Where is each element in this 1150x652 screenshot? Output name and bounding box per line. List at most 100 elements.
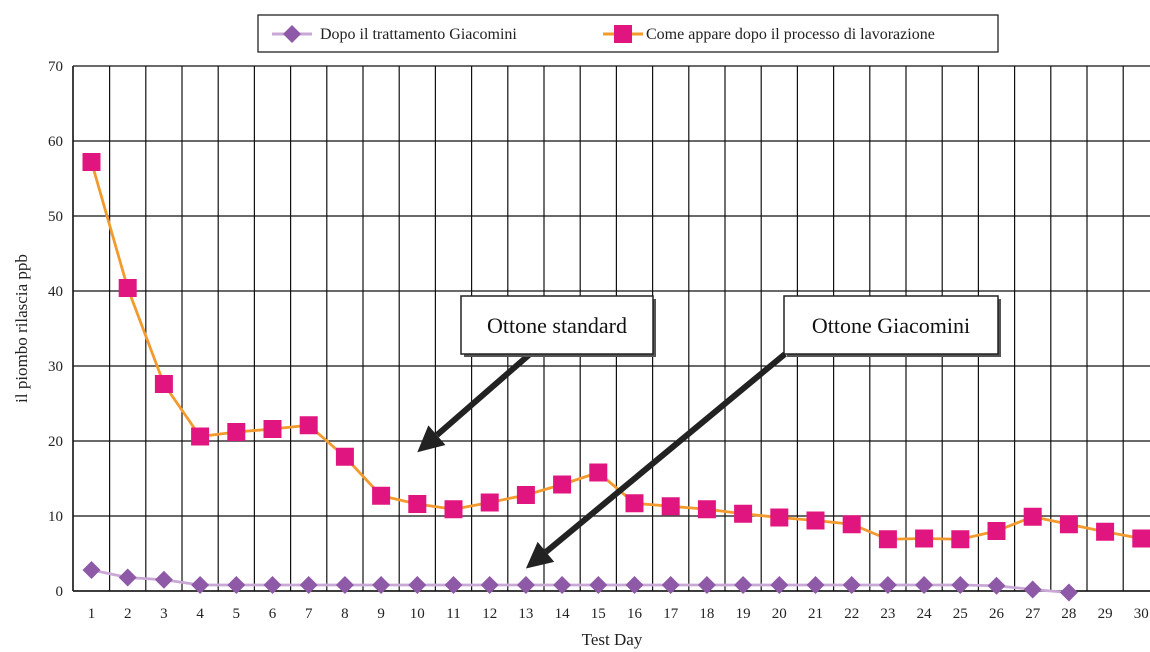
- y-tick-label: 70: [48, 59, 63, 75]
- data-point: [625, 494, 644, 513]
- data-point: [878, 530, 897, 549]
- data-point: [987, 522, 1006, 540]
- arrow-shaft: [544, 351, 787, 555]
- y-tick-label: 50: [48, 209, 63, 225]
- data-point: [806, 511, 825, 530]
- x-tick-label: 4: [196, 606, 204, 622]
- x-tick-label: 12: [482, 606, 497, 622]
- series-standard-processed: [82, 153, 1150, 549]
- data-point: [915, 576, 934, 594]
- data-point: [227, 576, 246, 594]
- x-axis-title: Test Day: [582, 630, 643, 649]
- x-tick-label: 28: [1061, 606, 1076, 622]
- data-point: [1096, 522, 1115, 541]
- data-point: [842, 515, 861, 534]
- data-point: [1059, 515, 1078, 534]
- x-tick-label: 2: [124, 606, 132, 622]
- data-point: [516, 576, 535, 594]
- x-tick-label: 30: [1134, 606, 1149, 622]
- data-point: [1059, 583, 1078, 602]
- x-tick-label: 5: [233, 606, 241, 622]
- series-layer: [82, 153, 1150, 602]
- x-tick-label: 8: [341, 606, 349, 622]
- annotation-layer: Ottone standard Ottone Giacomini: [417, 295, 1001, 569]
- data-point: [516, 486, 535, 504]
- data-point: [806, 576, 825, 594]
- x-tick-label: 27: [1025, 606, 1041, 622]
- x-tick-label: 29: [1098, 606, 1113, 622]
- x-tick-label: 23: [880, 606, 895, 622]
- x-tick-label: 7: [305, 606, 313, 622]
- x-tick-label: 22: [844, 606, 859, 622]
- x-tick-label: 20: [772, 606, 787, 622]
- data-point: [82, 153, 101, 171]
- legend-marker: [283, 25, 301, 43]
- data-point: [154, 570, 173, 589]
- callout-box: [783, 295, 999, 355]
- data-point: [408, 495, 427, 513]
- data-point: [661, 497, 680, 516]
- data-point: [589, 463, 608, 482]
- data-point: [335, 576, 354, 594]
- data-point: [299, 416, 318, 435]
- x-tick-label: 26: [989, 606, 1005, 622]
- data-point: [589, 576, 608, 594]
- x-tick-label: 6: [269, 606, 277, 622]
- series-line: [91, 568, 1070, 594]
- x-tick-label: 15: [591, 606, 606, 622]
- data-point: [697, 500, 716, 519]
- x-tick-label: 24: [917, 606, 933, 622]
- data-point: [480, 576, 499, 594]
- data-point: [82, 561, 101, 579]
- data-point: [770, 576, 789, 594]
- data-point: [770, 508, 789, 527]
- data-point: [480, 493, 499, 512]
- callout-standard: Ottone standard: [417, 295, 656, 453]
- data-point: [372, 486, 391, 505]
- data-point: [951, 530, 970, 549]
- series-giacomini-treated: [82, 561, 1078, 602]
- data-point: [263, 420, 282, 438]
- y-tick-label: 40: [48, 284, 63, 300]
- legend-marker: [614, 25, 632, 43]
- data-point: [734, 504, 753, 523]
- data-point: [553, 576, 572, 594]
- x-tick-label: 21: [808, 606, 823, 622]
- data-point: [191, 576, 210, 594]
- x-tick-label: 11: [446, 606, 460, 622]
- legend-entry: Dopo il trattamento Giacomini: [272, 25, 517, 43]
- data-point: [951, 576, 970, 594]
- y-tick-label: 30: [48, 359, 63, 375]
- x-tick-label: 1: [88, 606, 96, 622]
- x-tick-label: 9: [377, 606, 385, 622]
- data-point: [372, 576, 391, 594]
- data-point: [1132, 529, 1150, 548]
- data-point: [118, 279, 137, 297]
- data-point: [335, 447, 354, 466]
- data-point: [299, 576, 318, 594]
- y-tick-label: 20: [48, 434, 63, 450]
- x-tick-label: 16: [627, 606, 643, 622]
- data-point: [191, 427, 210, 446]
- x-tick-label: 25: [953, 606, 968, 622]
- y-tick-label: 0: [56, 584, 64, 600]
- x-tick-label: 18: [699, 606, 714, 622]
- x-tick-label: 13: [518, 606, 533, 622]
- data-point: [263, 576, 282, 594]
- callout-giacomini: Ottone Giacomini: [525, 295, 1001, 569]
- data-point: [697, 576, 716, 594]
- legend-label: Dopo il trattamento Giacomini: [320, 26, 517, 43]
- grid: [73, 65, 1150, 592]
- x-tick-label: 14: [555, 606, 571, 622]
- data-point: [661, 576, 680, 594]
- data-point: [1023, 580, 1042, 599]
- legend: Dopo il trattamento Giacomini Come appare…: [257, 14, 999, 53]
- arrow-shaft: [434, 351, 532, 438]
- x-tick-label: 10: [410, 606, 425, 622]
- data-point: [227, 423, 246, 441]
- x-tick-label: 3: [160, 606, 168, 622]
- callout-box: [460, 295, 654, 355]
- legend-label: Come appare dopo il processo di lavorazi…: [646, 26, 935, 43]
